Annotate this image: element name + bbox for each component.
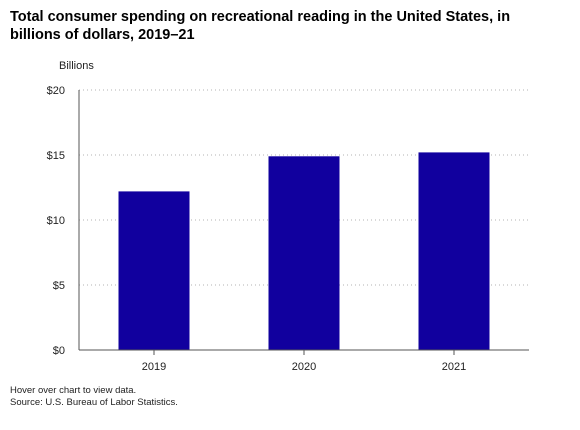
bar-2019[interactable] bbox=[118, 191, 190, 350]
bar-2020[interactable] bbox=[268, 156, 340, 350]
y-tick-label: $0 bbox=[53, 345, 65, 357]
tick-labels: $0 $5 $10 $15 $20 2019 2020 2021 bbox=[47, 85, 467, 373]
axes bbox=[78, 90, 529, 355]
y-tick-label: $15 bbox=[47, 150, 65, 162]
x-tick-label: 2020 bbox=[292, 361, 316, 373]
y-tick-label: $10 bbox=[47, 215, 65, 227]
source-note: Source: U.S. Bureau of Labor Statistics. bbox=[10, 397, 178, 408]
chart-notes: Hover over chart to view data. Source: U… bbox=[10, 385, 178, 409]
hover-note: Hover over chart to view data. bbox=[10, 385, 137, 396]
bar-2021[interactable] bbox=[418, 152, 490, 350]
x-tick-label: 2021 bbox=[442, 361, 466, 373]
chart-title: Total consumer spending on recreational … bbox=[10, 9, 511, 43]
x-tick-label: 2019 bbox=[142, 361, 166, 373]
y-axis-unit-label: Billions bbox=[59, 60, 94, 72]
bars bbox=[118, 152, 490, 350]
y-tick-label: $20 bbox=[47, 85, 65, 97]
y-tick-label: $5 bbox=[53, 280, 65, 292]
